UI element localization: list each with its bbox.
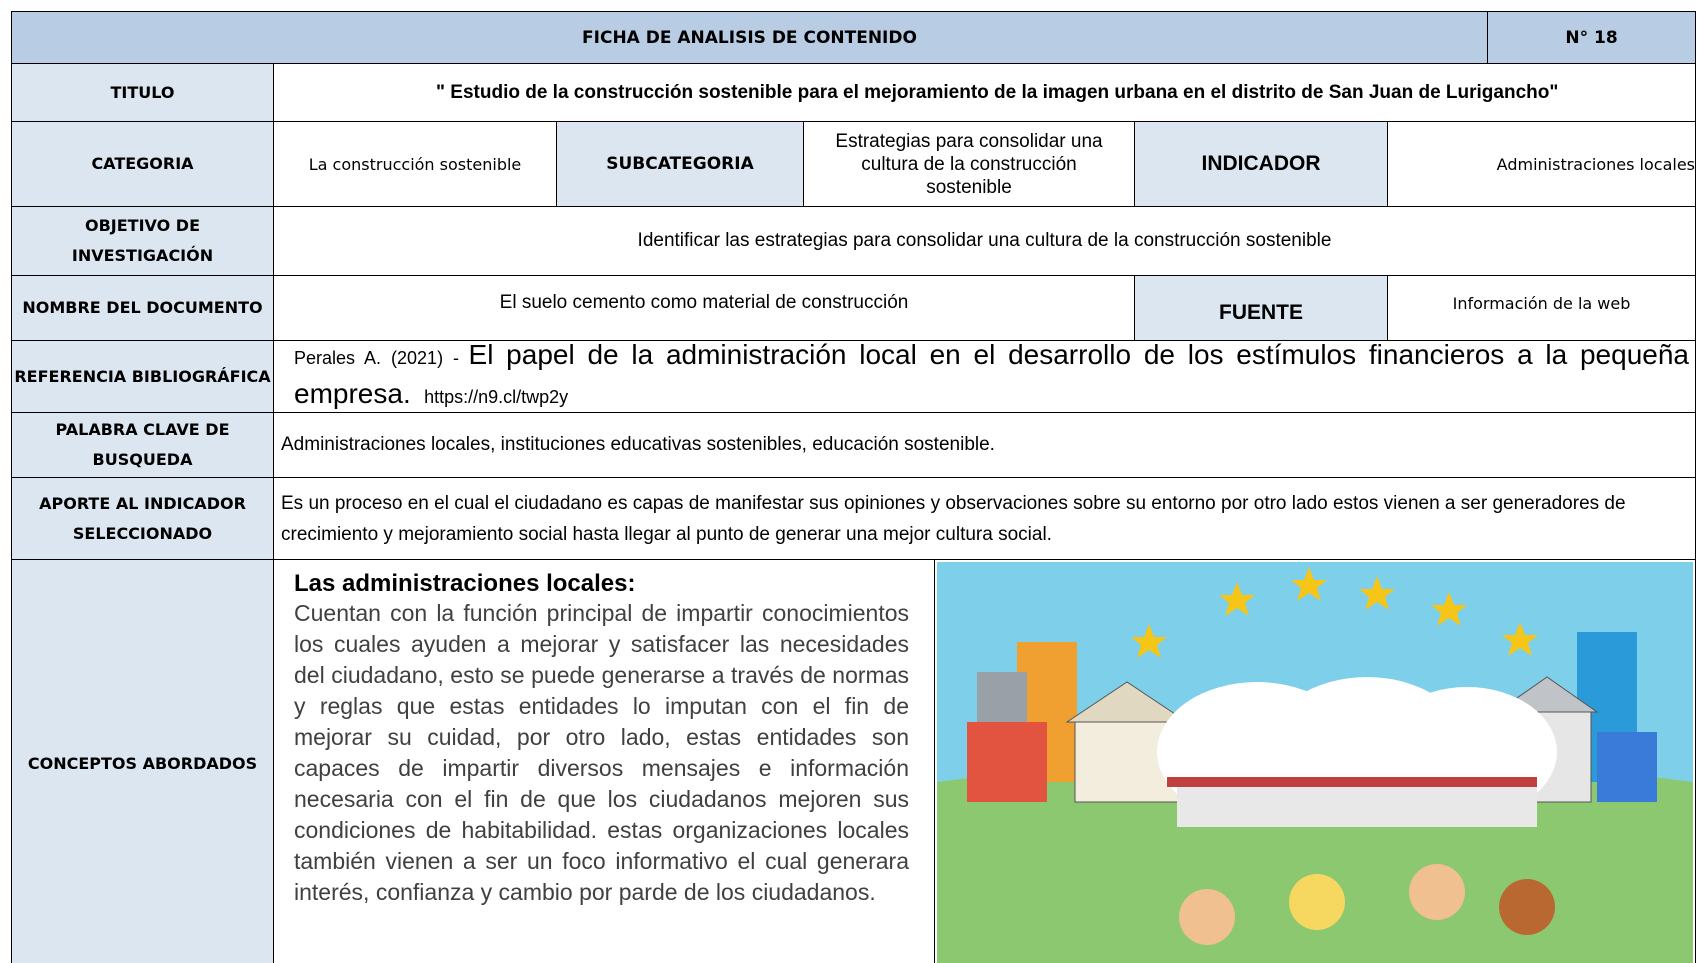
keywords-value: Administraciones locales, instituciones … [273,412,1696,478]
concepts-cell: Las administraciones locales: Cuentan co… [273,559,935,963]
concepts-heading: Las administraciones locales: [294,570,636,597]
row-label: CONCEPTOS ABORDADOS [11,559,274,963]
subcategory-value: Estrategias para consolidar una cultura … [803,121,1135,207]
person [1409,864,1465,920]
factory [967,722,1047,802]
subcategory-label: SUBCATEGORIA [556,121,804,207]
reference-title: El papel de la administración local en e… [294,340,1689,409]
concepts-image-cell [934,559,1696,963]
row-label: OBJETIVO DE INVESTIGACIÓN [11,206,274,276]
objective-value: Identificar las estrategias para consoli… [273,206,1696,276]
person [1179,889,1235,945]
reference-text: Perales A. (2021) - El papel de la admin… [294,340,1689,412]
indicator-label: INDICADOR [1134,121,1388,207]
reference-url: https://n9.cl/twp2y [424,386,569,407]
stars [1131,567,1538,658]
row-label: APORTE AL INDICADOR SELECCIONADO [11,477,274,560]
illustration [937,562,1693,963]
document-value: El suelo cemento como material de constr… [273,275,1135,341]
row-label: TITULO [11,63,274,122]
reference-cell: Perales A. (2021) - El papel de la admin… [273,340,1696,413]
reference-author: Perales A. (2021) - [294,347,460,368]
bridge [1167,777,1537,787]
person [1289,874,1345,930]
category-value: La construcción sostenible [273,121,557,207]
source-value: Información de la web [1387,275,1696,341]
header-number: N° 18 [1487,11,1696,64]
person [1499,879,1555,935]
concepts-body: Cuentan con la función principal de impa… [294,600,909,905]
row-label: CATEGORIA [11,121,274,207]
row-label: PALABRA CLAVE DE BUSQUEDA [11,412,274,478]
row-label: REFERENCIA BIBLIOGRÁFICA [11,340,274,413]
header-title: FICHA DE ANALISIS DE CONTENIDO [11,11,1488,64]
binary-band [1177,787,1537,827]
contribution-value: Es un proceso en el cual el ciudadano es… [273,477,1696,560]
source-label: FUENTE [1134,275,1388,341]
title-value: " Estudio de la construcción sostenible … [273,63,1696,122]
indicator-value: Administraciones locales [1387,121,1696,207]
row-label: NOMBRE DEL DOCUMENTO [11,275,274,341]
house [1597,732,1657,802]
